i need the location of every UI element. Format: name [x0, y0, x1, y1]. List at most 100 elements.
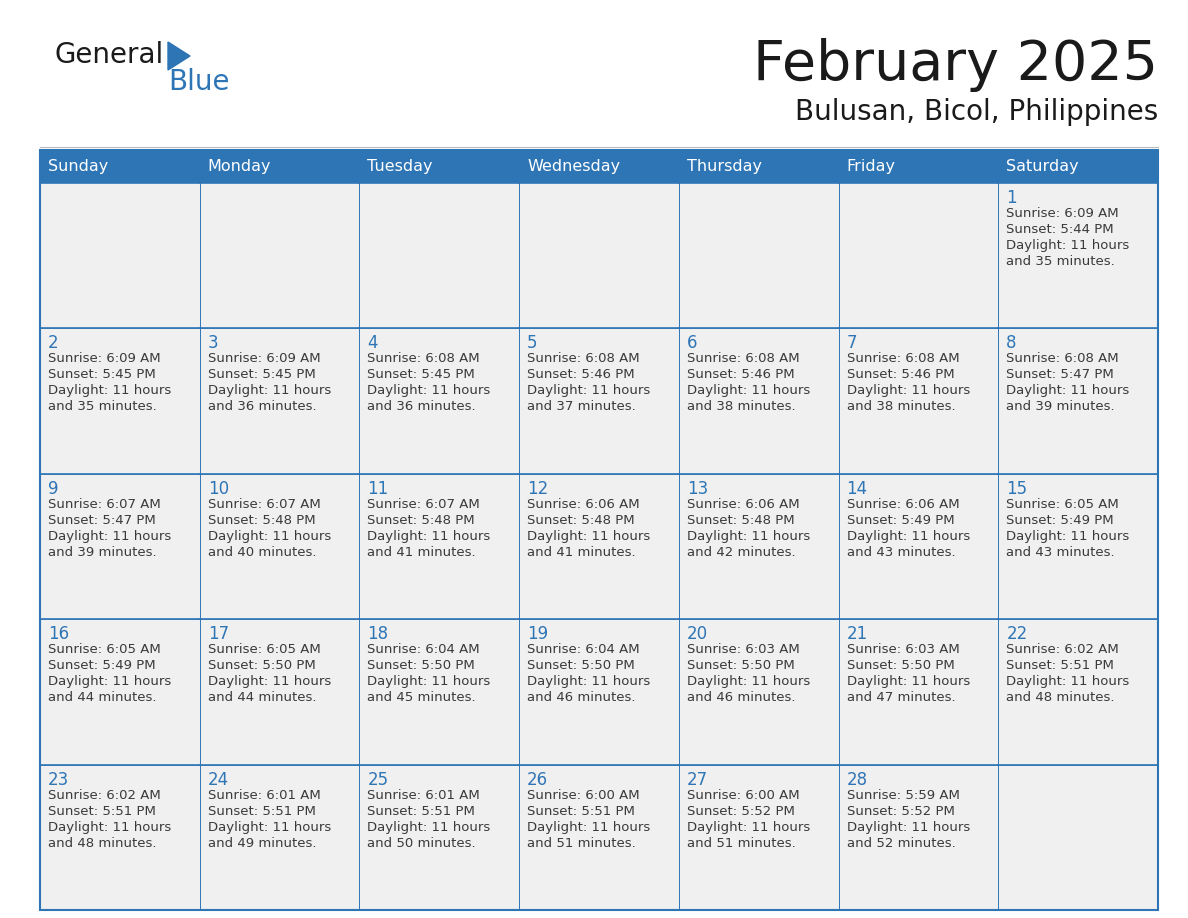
Text: Sunset: 5:44 PM: Sunset: 5:44 PM	[1006, 223, 1114, 236]
Text: 22: 22	[1006, 625, 1028, 644]
Bar	[998, 150, 1158, 183]
Text: 14: 14	[847, 480, 867, 498]
Text: 5: 5	[527, 334, 538, 353]
Text: Sunrise: 6:09 AM: Sunrise: 6:09 AM	[208, 353, 321, 365]
Text: and 43 minutes.: and 43 minutes.	[1006, 546, 1114, 559]
Text: February 2025: February 2025	[753, 38, 1158, 92]
Text: Sunset: 5:50 PM: Sunset: 5:50 PM	[367, 659, 475, 672]
Text: 6: 6	[687, 334, 697, 353]
Bar	[519, 329, 678, 474]
Text: Daylight: 11 hours: Daylight: 11 hours	[208, 676, 331, 688]
Text: Sunrise: 6:08 AM: Sunrise: 6:08 AM	[527, 353, 640, 365]
Bar	[40, 329, 200, 474]
Text: 19: 19	[527, 625, 549, 644]
Text: 10: 10	[208, 480, 229, 498]
Text: Tuesday: Tuesday	[367, 159, 432, 174]
Text: Daylight: 11 hours: Daylight: 11 hours	[687, 385, 810, 397]
Text: Daylight: 11 hours: Daylight: 11 hours	[1006, 530, 1130, 543]
Text: Daylight: 11 hours: Daylight: 11 hours	[1006, 676, 1130, 688]
Text: Daylight: 11 hours: Daylight: 11 hours	[687, 676, 810, 688]
Bar	[40, 620, 200, 765]
Bar	[998, 183, 1158, 329]
Text: Sunrise: 6:08 AM: Sunrise: 6:08 AM	[1006, 353, 1119, 365]
Bar	[40, 150, 200, 183]
Text: 7: 7	[847, 334, 857, 353]
Text: Sunrise: 6:07 AM: Sunrise: 6:07 AM	[208, 498, 321, 510]
Text: and 40 minutes.: and 40 minutes.	[208, 546, 316, 559]
Text: Saturday: Saturday	[1006, 159, 1079, 174]
Text: Sunset: 5:50 PM: Sunset: 5:50 PM	[847, 659, 954, 672]
Text: Daylight: 11 hours: Daylight: 11 hours	[527, 530, 650, 543]
Text: Sunset: 5:48 PM: Sunset: 5:48 PM	[527, 514, 634, 527]
Text: Daylight: 11 hours: Daylight: 11 hours	[367, 385, 491, 397]
Text: Sunset: 5:47 PM: Sunset: 5:47 PM	[48, 514, 156, 527]
Bar	[200, 329, 360, 474]
Bar	[678, 150, 839, 183]
Text: Sunset: 5:48 PM: Sunset: 5:48 PM	[687, 514, 795, 527]
Bar	[998, 329, 1158, 474]
Bar	[40, 150, 1158, 910]
Text: Sunset: 5:50 PM: Sunset: 5:50 PM	[687, 659, 795, 672]
Text: and 35 minutes.: and 35 minutes.	[48, 400, 157, 413]
Bar	[200, 765, 360, 910]
Text: Daylight: 11 hours: Daylight: 11 hours	[48, 676, 171, 688]
Text: and 41 minutes.: and 41 minutes.	[367, 546, 476, 559]
Text: Daylight: 11 hours: Daylight: 11 hours	[847, 530, 969, 543]
Bar	[998, 620, 1158, 765]
Text: and 50 minutes.: and 50 minutes.	[367, 836, 476, 849]
Text: and 36 minutes.: and 36 minutes.	[208, 400, 316, 413]
Text: Daylight: 11 hours: Daylight: 11 hours	[687, 821, 810, 834]
Bar	[519, 474, 678, 620]
Text: Daylight: 11 hours: Daylight: 11 hours	[48, 385, 171, 397]
Text: and 39 minutes.: and 39 minutes.	[48, 546, 157, 559]
Text: Sunset: 5:51 PM: Sunset: 5:51 PM	[1006, 659, 1114, 672]
Text: Sunset: 5:52 PM: Sunset: 5:52 PM	[847, 804, 954, 818]
Text: Thursday: Thursday	[687, 159, 762, 174]
Text: Daylight: 11 hours: Daylight: 11 hours	[527, 676, 650, 688]
Text: and 46 minutes.: and 46 minutes.	[687, 691, 795, 704]
Text: 18: 18	[367, 625, 388, 644]
Text: Sunrise: 6:08 AM: Sunrise: 6:08 AM	[687, 353, 800, 365]
Text: Daylight: 11 hours: Daylight: 11 hours	[847, 676, 969, 688]
Bar	[360, 765, 519, 910]
Text: Blue: Blue	[168, 68, 229, 96]
Text: and 45 minutes.: and 45 minutes.	[367, 691, 476, 704]
Text: Monday: Monday	[208, 159, 271, 174]
Bar	[360, 183, 519, 329]
Text: Sunrise: 6:00 AM: Sunrise: 6:00 AM	[687, 789, 800, 801]
Text: and 43 minutes.: and 43 minutes.	[847, 546, 955, 559]
Bar	[360, 150, 519, 183]
Text: 28: 28	[847, 770, 867, 789]
Text: Daylight: 11 hours: Daylight: 11 hours	[367, 821, 491, 834]
Text: 2: 2	[48, 334, 58, 353]
Bar	[839, 150, 998, 183]
Text: Sunrise: 6:08 AM: Sunrise: 6:08 AM	[367, 353, 480, 365]
Text: Daylight: 11 hours: Daylight: 11 hours	[687, 530, 810, 543]
Text: Daylight: 11 hours: Daylight: 11 hours	[208, 821, 331, 834]
Text: Sunset: 5:46 PM: Sunset: 5:46 PM	[527, 368, 634, 381]
Text: Daylight: 11 hours: Daylight: 11 hours	[527, 385, 650, 397]
Bar	[40, 765, 200, 910]
Bar	[678, 329, 839, 474]
Bar	[200, 620, 360, 765]
Text: and 51 minutes.: and 51 minutes.	[527, 836, 636, 849]
Text: 13: 13	[687, 480, 708, 498]
Bar	[519, 620, 678, 765]
Text: 11: 11	[367, 480, 388, 498]
Bar	[839, 474, 998, 620]
Text: Daylight: 11 hours: Daylight: 11 hours	[527, 821, 650, 834]
Bar	[40, 183, 200, 329]
Text: Daylight: 11 hours: Daylight: 11 hours	[208, 385, 331, 397]
Bar	[40, 474, 200, 620]
Bar	[998, 765, 1158, 910]
Text: Sunset: 5:50 PM: Sunset: 5:50 PM	[527, 659, 634, 672]
Bar	[839, 329, 998, 474]
Text: and 44 minutes.: and 44 minutes.	[208, 691, 316, 704]
Text: Sunrise: 6:05 AM: Sunrise: 6:05 AM	[48, 644, 160, 656]
Text: Sunset: 5:48 PM: Sunset: 5:48 PM	[208, 514, 315, 527]
Text: 21: 21	[847, 625, 867, 644]
Bar	[839, 765, 998, 910]
Text: and 42 minutes.: and 42 minutes.	[687, 546, 796, 559]
Text: 23: 23	[48, 770, 69, 789]
Bar	[200, 474, 360, 620]
